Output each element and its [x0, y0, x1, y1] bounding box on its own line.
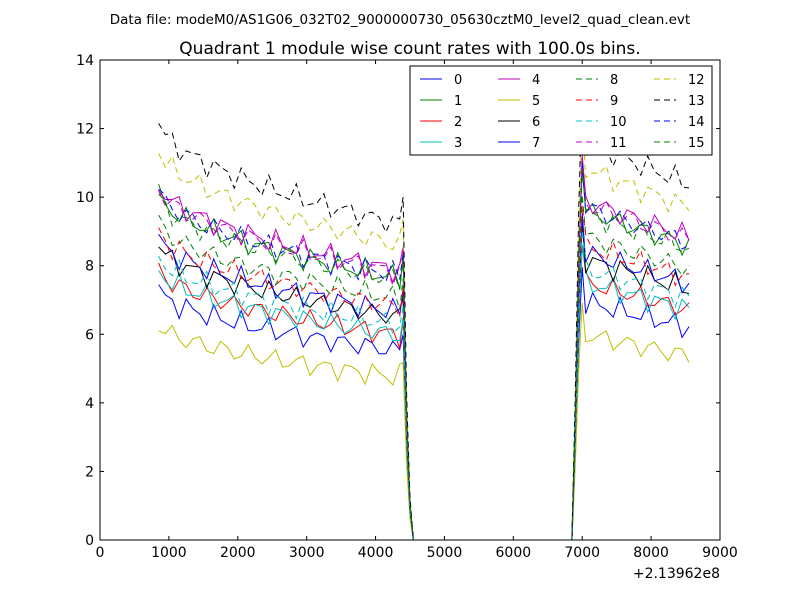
y-tick-label: 14 — [76, 53, 94, 69]
legend-label-11: 11 — [610, 136, 627, 151]
legend-label-10: 10 — [610, 115, 627, 130]
legend-label-8: 8 — [610, 73, 618, 88]
legend-label-4: 4 — [532, 73, 540, 88]
legend-label-1: 1 — [454, 94, 462, 109]
x-offset-label: +2.13962e8 — [633, 566, 720, 582]
series-line-11 — [158, 158, 690, 541]
x-tick-label: 6000 — [496, 545, 532, 561]
y-tick-label: 12 — [76, 122, 94, 138]
legend-label-2: 2 — [454, 115, 462, 130]
series-line-8 — [158, 194, 690, 541]
figure-suptitle: Data file: modeM0/AS1G06_032T02_90000007… — [110, 12, 690, 28]
x-tick-label: 8000 — [633, 545, 669, 561]
series-line-13 — [158, 90, 690, 541]
legend-label-6: 6 — [532, 115, 540, 130]
y-tick-label: 6 — [85, 327, 94, 343]
series-line-9 — [158, 205, 690, 541]
legend-label-0: 0 — [454, 73, 462, 88]
x-tick-label: 2000 — [220, 545, 256, 561]
y-tick-label: 0 — [85, 533, 94, 549]
series-line-3 — [158, 245, 690, 541]
y-tick-label: 4 — [85, 396, 94, 412]
y-tick-label: 10 — [76, 190, 94, 206]
series-line-12 — [158, 119, 690, 541]
x-tick-label: 9000 — [702, 545, 738, 561]
legend-label-12: 12 — [688, 73, 705, 88]
x-tick-label: 0 — [96, 545, 105, 561]
series-line-2 — [158, 245, 690, 541]
series-line-6 — [158, 220, 690, 541]
series-line-14 — [158, 162, 690, 541]
legend-label-13: 13 — [688, 94, 705, 109]
x-tick-label: 5000 — [427, 545, 463, 561]
series-line-1 — [158, 165, 690, 541]
series-line-4 — [158, 155, 690, 541]
series-line-10 — [158, 230, 690, 541]
y-tick-label: 8 — [85, 259, 94, 275]
legend-box — [409, 65, 713, 156]
series-line-15 — [158, 169, 690, 541]
x-tick-label: 3000 — [289, 545, 325, 561]
axis-ticks: 0 1000 2000 3000 4000 5000 6000 7000 8000 9000 0 2 4… — [76, 53, 738, 561]
legend-label-7: 7 — [532, 136, 540, 151]
axes-frame — [99, 59, 721, 541]
y-tick-label: 2 — [85, 464, 94, 480]
x-tick-label: 7000 — [564, 545, 600, 561]
legend-label-15: 15 — [688, 136, 705, 151]
x-tick-label: 1000 — [151, 545, 187, 561]
legend-label-14: 14 — [688, 115, 705, 130]
chart-title: Quadrant 1 module wise count rates with … — [179, 39, 640, 59]
legend-label-5: 5 — [532, 94, 540, 109]
series-line-5 — [158, 302, 690, 541]
legend-label-9: 9 — [610, 94, 618, 109]
x-tick-label: 4000 — [358, 545, 394, 561]
series-line-7 — [158, 212, 690, 541]
legend-label-3: 3 — [454, 136, 462, 151]
plot-area — [158, 90, 690, 541]
